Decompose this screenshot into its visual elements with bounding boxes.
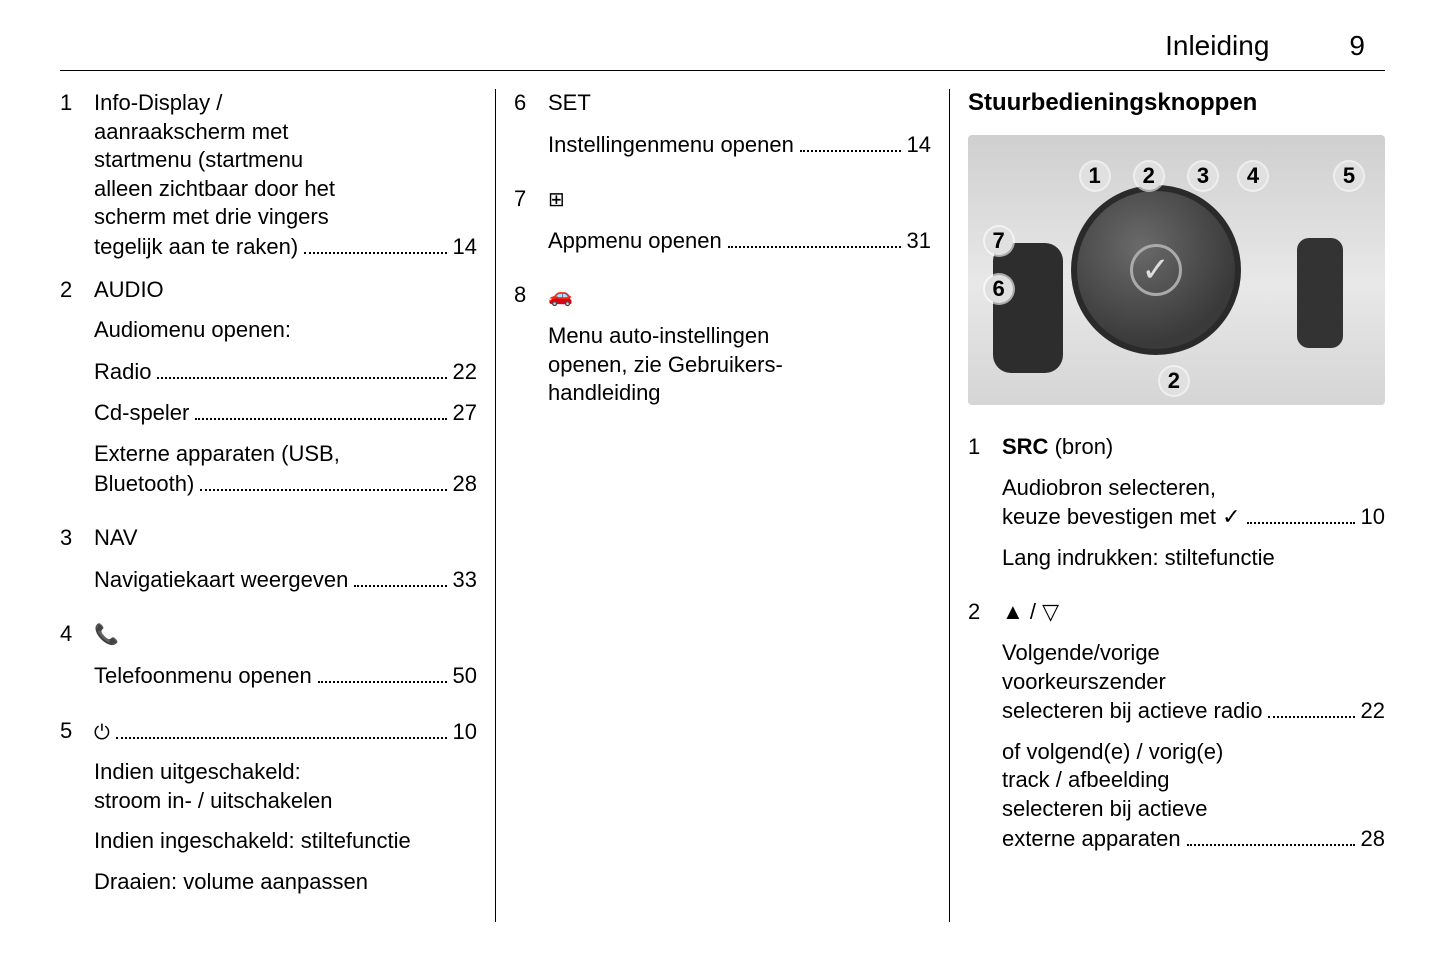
toc-item: 8 🚗 Menu auto-instellingen openen, zie G…	[514, 281, 931, 419]
callout-badge: 7	[985, 227, 1013, 255]
manual-page: Inleiding 9 1 Info-Display / aanraaksche…	[0, 0, 1445, 965]
legend-label: keuze bevestigen met ✓	[1002, 503, 1241, 532]
page-number: 9	[1349, 30, 1365, 62]
toc-dotline: Telefoonmenu openen 50	[94, 661, 477, 691]
toc-sub: Draaien: volume aanpassen	[94, 868, 477, 897]
toc-body: ⊞ Appmenu openen 31	[548, 185, 931, 267]
callout-badge: 2	[1135, 162, 1163, 190]
toc-num: 5	[60, 717, 94, 745]
column-1: 1 Info-Display / aanraakscherm met start…	[60, 89, 495, 922]
toc-text: Info-Display / aanraakscherm met startme…	[94, 89, 477, 232]
legend-body: SRC (bron) Audiobron selecteren, keuze b…	[1002, 433, 1385, 584]
toc-body: 📞 Telefoonmenu openen 50	[94, 620, 477, 702]
callout-badge: 4	[1239, 162, 1267, 190]
legend-title: SRC (bron)	[1002, 433, 1385, 462]
toc-body: NAV Navigatiekaart weergeven 33	[94, 524, 477, 606]
toc-item: 6 SET Instellingenmenu openen 14	[514, 89, 931, 171]
legend-sub: Lang indrukken: stiltefunctie	[1002, 544, 1385, 573]
toc-sub: Indien ingeschakeld: stiltefunctie	[94, 827, 477, 856]
callout-badge: 6	[985, 275, 1013, 303]
callout-badge: 1	[1081, 162, 1109, 190]
legend-item: 1 SRC (bron) Audiobron selecteren, keuze…	[968, 433, 1385, 584]
legend-sub: of volgend(e) / vorig(e) track / afbeeld…	[1002, 738, 1385, 853]
toc-num: 1	[60, 89, 94, 117]
phone-icon: 📞	[94, 624, 119, 646]
legend-sub: Audiobron selecteren, keuze bevestigen m…	[1002, 474, 1385, 532]
legend-body: ▲ / ▽ Volgende/vorige voorkeurszender se…	[1002, 598, 1385, 865]
toc-item: 2 AUDIO Audiomenu openen: Radio 22 Cd-sp…	[60, 276, 477, 511]
car-icon: 🚗	[548, 285, 573, 307]
toc-dotline: Externe apparaten (USB, Bluetooth) 28	[94, 440, 477, 498]
toc-item: 1 Info-Display / aanraakscherm met start…	[60, 89, 477, 262]
toc-body: AUDIO Audiomenu openen: Radio 22 Cd-spel…	[94, 276, 477, 511]
header-rule	[60, 70, 1385, 71]
section-heading: Stuurbedieningsknoppen	[968, 89, 1385, 117]
legend-num: 1	[968, 433, 1002, 461]
toc-page: 14	[453, 233, 477, 262]
volume-rocker	[1297, 238, 1343, 348]
toc-body: SET Instellingenmenu openen 14	[548, 89, 931, 171]
toc-dotline: ⏻ 10	[94, 717, 477, 747]
toc-dotline: Cd-speler 27	[94, 398, 477, 428]
leader-dots	[304, 232, 446, 254]
callout-badge: 5	[1335, 162, 1363, 190]
toc-num: 3	[60, 524, 94, 552]
grid-icon: ⊞	[548, 189, 565, 211]
toc-item: 4 📞 Telefoonmenu openen 50	[60, 620, 477, 702]
legend-sub: Volgende/vorige voorkeurszender selecter…	[1002, 639, 1385, 726]
toc-num: 2	[60, 276, 94, 304]
toc-title: NAV	[94, 524, 477, 553]
page-header: Inleiding 9	[60, 30, 1385, 62]
steering-wheel-image: 12345762	[968, 135, 1385, 405]
toc-item: 7 ⊞ Appmenu openen 31	[514, 185, 931, 267]
columns: 1 Info-Display / aanraakscherm met start…	[60, 89, 1385, 922]
toc-num: 7	[514, 185, 548, 213]
toc-title: AUDIO	[94, 276, 477, 305]
toc-dotline: Appmenu openen 31	[548, 226, 931, 256]
toc-title: SET	[548, 89, 931, 118]
toc-sub: Audiomenu openen:	[94, 316, 477, 345]
rotary-dial	[1071, 185, 1241, 355]
column-2: 6 SET Instellingenmenu openen 14 7 ⊞ App…	[495, 89, 949, 922]
legend-num: 2	[968, 598, 1002, 626]
toc-dotline: Radio 22	[94, 357, 477, 387]
chapter-title: Inleiding	[1165, 30, 1269, 62]
toc-body: ⏻ 10 Indien uitgeschakeld: stroom in- / …	[94, 717, 477, 909]
column-3: Stuurbedieningsknoppen 12345762 1 SRC (b…	[949, 89, 1385, 922]
toc-item: 3 NAV Navigatiekaart weergeven 33	[60, 524, 477, 606]
callout-badge: 2	[1160, 367, 1188, 395]
callout-badge: 3	[1189, 162, 1217, 190]
toc-body: Info-Display / aanraakscherm met startme…	[94, 89, 477, 262]
power-icon: ⏻	[94, 720, 110, 746]
toc-sub: Indien uitgeschakeld: stroom in- / uitsc…	[94, 758, 477, 815]
toc-sub: Menu auto-instellingen openen, zie Gebru…	[548, 322, 931, 408]
toc-dotline: tegelijk aan te raken) 14	[94, 232, 477, 262]
toc-dotline: Instellingenmenu openen 14	[548, 130, 931, 160]
toc-num: 6	[514, 89, 548, 117]
left-button-cluster	[993, 243, 1063, 373]
toc-item: 5 ⏻ 10 Indien uitgeschakeld: stroom in- …	[60, 717, 477, 909]
toc-num: 8	[514, 281, 548, 309]
toc-num: 4	[60, 620, 94, 648]
legend-item: 2 ▲ / ▽ Volgende/vorige voorkeurszender …	[968, 598, 1385, 865]
legend-title: ▲ / ▽	[1002, 598, 1385, 627]
toc-dotline: Navigatiekaart weergeven 33	[94, 565, 477, 595]
toc-body: 🚗 Menu auto-instellingen openen, zie Geb…	[548, 281, 931, 419]
